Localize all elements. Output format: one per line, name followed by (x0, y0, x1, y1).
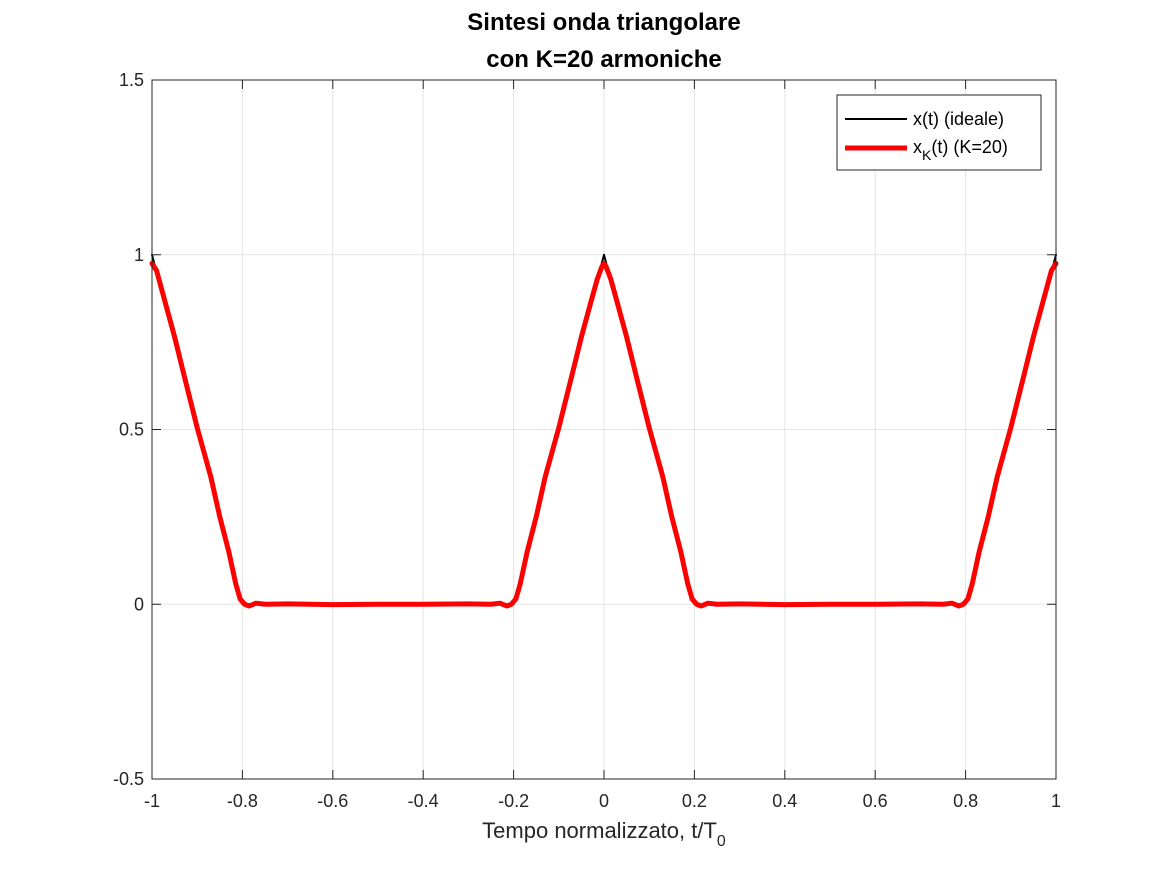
legend-box (836, 94, 1042, 171)
legend-entry-synthesis-sub: K (922, 147, 932, 163)
x-tick-label: 0.4 (772, 791, 797, 811)
ticks (151, 79, 1057, 780)
x-tick-label: -0.8 (227, 791, 258, 811)
x-axis-label-main: Tempo normalizzato, t/T (482, 818, 717, 843)
x-tick-label: 0 (599, 791, 609, 811)
legend: x(t) (ideale) xK(t) (K=20) (836, 94, 1042, 171)
y-tick-label: 0.5 (119, 420, 144, 440)
x-tick-label: -1 (144, 791, 160, 811)
y-tick-label: 1.5 (119, 70, 144, 90)
legend-entry-synthesis-pre: x (913, 137, 922, 157)
chart-title-line-1: Sintesi onda triangolare (467, 9, 740, 36)
y-tick-label: 1 (134, 245, 144, 265)
x-tick-label: 0.6 (863, 791, 888, 811)
chart-title-line-2: con K=20 armoniche (486, 46, 721, 73)
y-tick-label: 0 (134, 594, 144, 614)
x-axis-label-subscript: 0 (717, 833, 726, 850)
x-tick-label: 0.8 (953, 791, 978, 811)
y-tick-label: -0.5 (113, 769, 144, 789)
x-tick-label: 0.2 (682, 791, 707, 811)
x-axis-label: Tempo normalizzato, t/T0 (482, 818, 726, 850)
series-layer (149, 253, 1059, 609)
tick-labels: -1 -0.8 -0.6 -0.4 -0.2 0 0.2 0.4 0.6 0.8 1 -0.5 0 0.5… (113, 70, 1061, 811)
legend-entry-synthesis-post: (t) (K=20) (931, 137, 1008, 157)
x-tick-label: -0.6 (317, 791, 348, 811)
x-tick-label: -0.2 (498, 791, 529, 811)
x-tick-label: -0.4 (408, 791, 439, 811)
legend-entry-ideal: x(t) (ideale) (913, 109, 1004, 129)
legend-entry-synthesis: xK(t) (K=20) (913, 137, 1008, 163)
series-line-synthesis (149, 260, 1059, 609)
x-tick-label: 1 (1051, 791, 1061, 811)
